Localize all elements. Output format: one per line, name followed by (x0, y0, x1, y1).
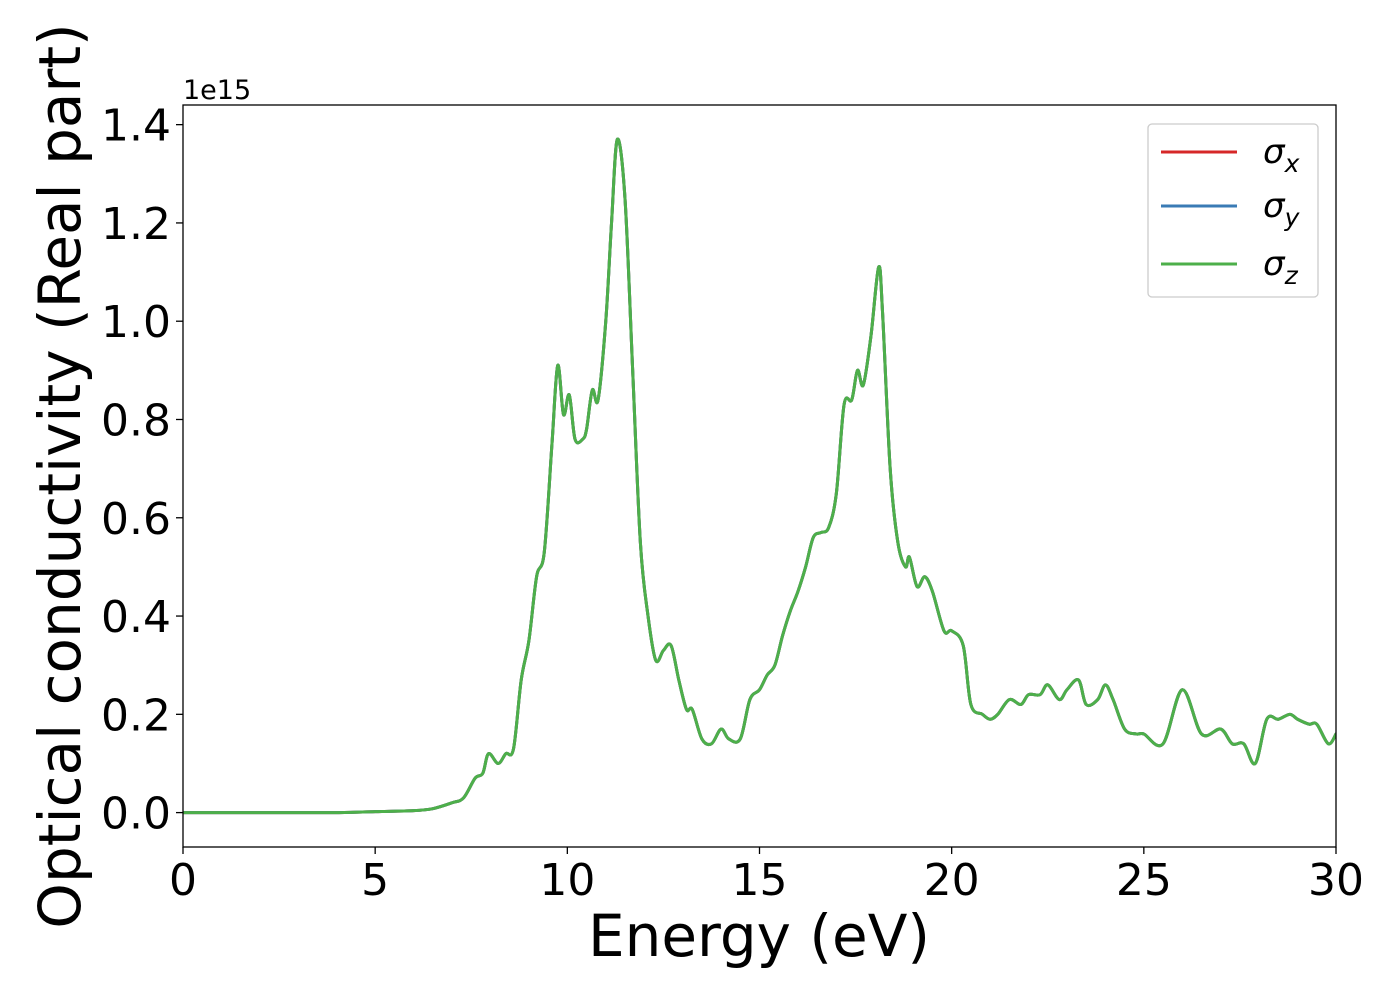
x-axis-ticks: 0 5 10 15 20 25 30 (169, 847, 1364, 906)
x-axis-label: Energy (eV) (588, 902, 930, 970)
y-tick-label: 1.2 (101, 199, 171, 250)
y-tick-label: 0.6 (101, 494, 171, 545)
y-axis-ticks: 0.0 0.2 0.4 0.6 0.8 1.0 1.2 1.4 (101, 101, 183, 840)
y-tick-label: 0.2 (101, 690, 171, 741)
x-tick-label: 30 (1308, 855, 1364, 906)
y-tick-label: 0.0 (101, 789, 171, 840)
series-line-z (183, 137, 1336, 815)
plot-frame (182, 104, 1337, 848)
y-tick-label: 0.8 (101, 395, 171, 446)
x-tick-label: 15 (732, 855, 788, 906)
legend-label-x: σx (1263, 132, 1300, 178)
y-tick-label: 0.4 (101, 592, 171, 643)
x-tick-label: 20 (924, 855, 980, 906)
y-offset-text: 1e15 (183, 75, 251, 106)
y-tick-label: 1.4 (101, 101, 171, 152)
legend-label-z: σz (1263, 244, 1299, 290)
legend: σx σy σz (1147, 123, 1319, 298)
plot-lines (183, 137, 1336, 815)
legend-box (1147, 123, 1319, 298)
legend-label-y: σy (1263, 186, 1301, 232)
x-tick-label: 5 (361, 855, 389, 906)
x-tick-label: 10 (539, 855, 595, 906)
x-tick-label: 0 (169, 855, 197, 906)
y-axis-label: Optical conductivity (Real part) (26, 23, 94, 928)
x-tick-label: 25 (1116, 855, 1172, 906)
y-tick-label: 1.0 (101, 297, 171, 348)
